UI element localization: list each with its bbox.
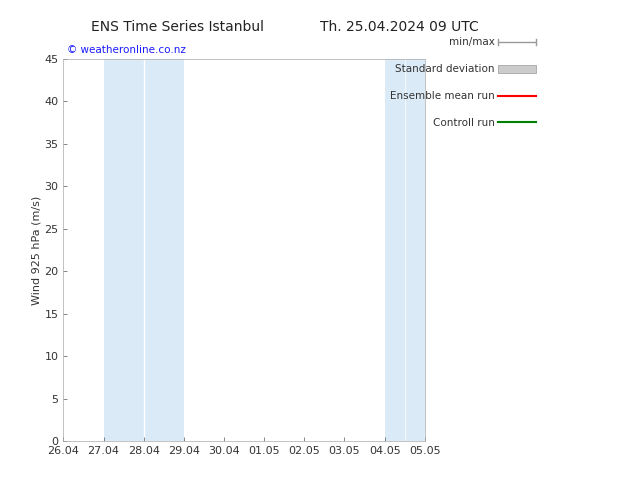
Text: Ensemble mean run: Ensemble mean run [390,91,495,100]
Bar [103,59,184,441]
Text: min/max: min/max [449,37,495,47]
Text: Controll run: Controll run [432,118,495,127]
Text: ENS Time Series Istanbul: ENS Time Series Istanbul [91,20,264,34]
Bar [385,59,425,441]
Text: Th. 25.04.2024 09 UTC: Th. 25.04.2024 09 UTC [320,20,479,34]
Text: Standard deviation: Standard deviation [395,64,495,74]
Y-axis label: Wind 925 hPa (m/s): Wind 925 hPa (m/s) [32,196,42,304]
Text: © weatheronline.co.nz: © weatheronline.co.nz [67,45,186,55]
